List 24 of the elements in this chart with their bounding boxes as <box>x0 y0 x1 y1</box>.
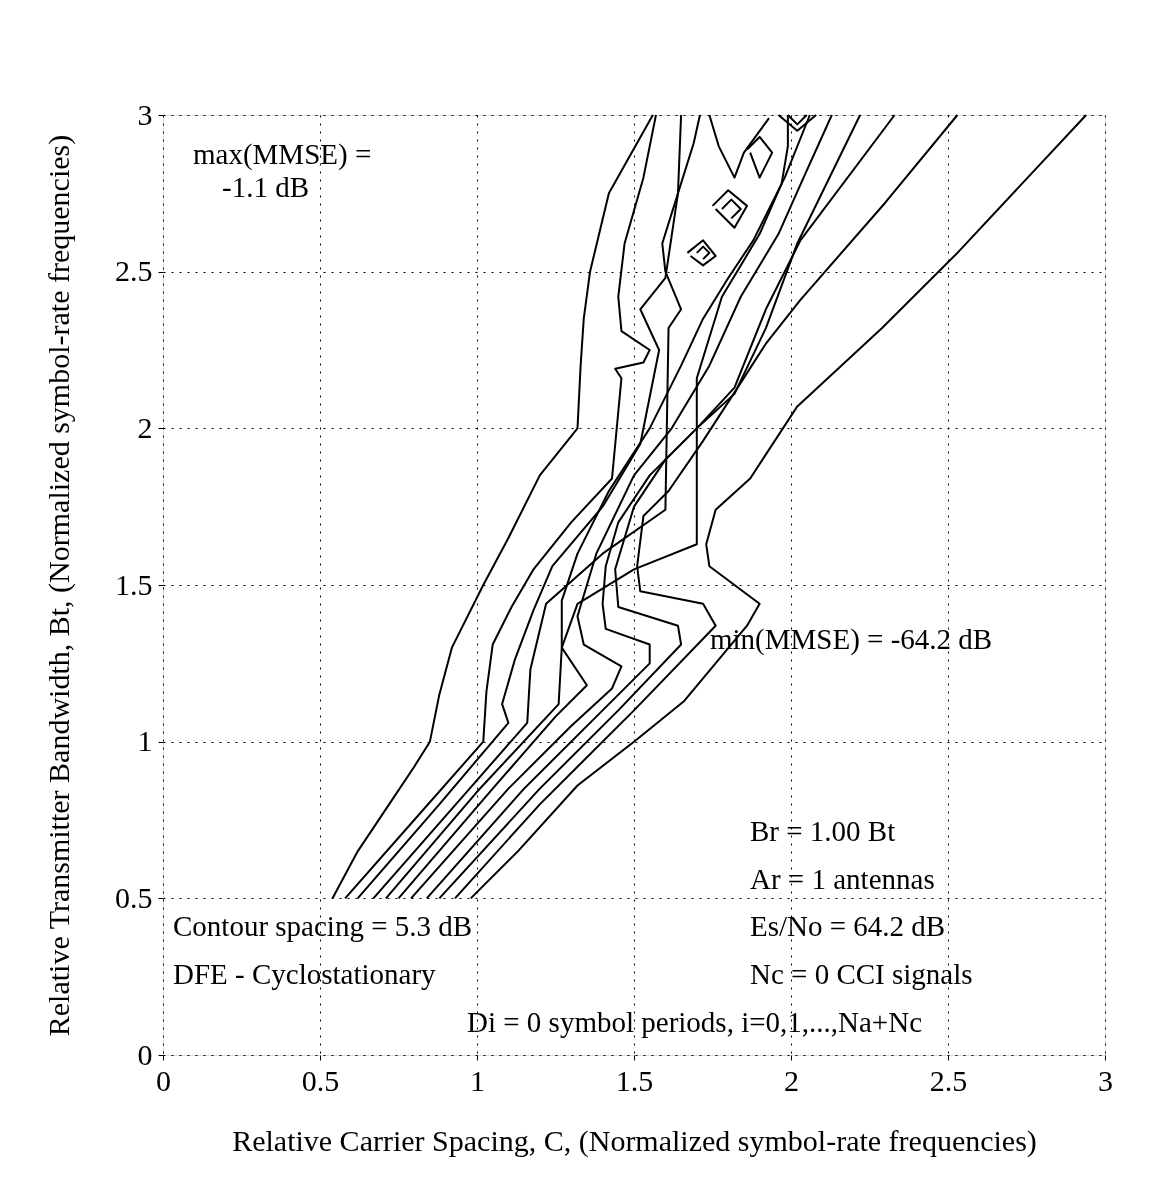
x-tick-label: 0.5 <box>301 1063 340 1097</box>
y-axis-title: Relative Transmitter Bandwidth, Bt, (Normalized symbol-rate frequencies) <box>42 134 76 1037</box>
x-tick-label: 1 <box>470 1063 485 1097</box>
annotation: max(MMSE) = <box>193 138 372 171</box>
y-tick-label: 3 <box>137 97 153 131</box>
y-tick-label: 2 <box>137 410 153 444</box>
y-tick-label: 1 <box>137 724 153 758</box>
annotation: Contour spacing = 5.3 dB <box>173 910 473 942</box>
annotation: Es/No = 64.2 dB <box>750 910 946 942</box>
x-tick-label: 2 <box>784 1063 799 1097</box>
y-tick-label: 2.5 <box>115 254 153 288</box>
annotation: DFE - Cyclostationary <box>173 958 437 990</box>
annotation: Di = 0 symbol periods, i=0,1,...,Na+Nc <box>467 1006 923 1038</box>
y-tick-label: 1.5 <box>115 567 153 601</box>
annotation: -1.1 dB <box>222 171 309 203</box>
x-axis-title: Relative Carrier Spacing, C, (Normalized symbol-rate frequencies) <box>232 1123 1037 1158</box>
x-tick-label: 1.5 <box>615 1063 654 1097</box>
annotation: Br = 1.00 Bt <box>750 815 896 847</box>
x-tick-label: 3 <box>1098 1063 1113 1097</box>
annotation: Nc = 0 CCI signals <box>750 958 973 990</box>
y-tick-label: 0 <box>137 1037 153 1071</box>
y-tick-label: 0.5 <box>115 880 153 914</box>
annotation: Ar = 1 antennas <box>750 863 935 895</box>
x-tick-label: 2.5 <box>929 1063 968 1097</box>
